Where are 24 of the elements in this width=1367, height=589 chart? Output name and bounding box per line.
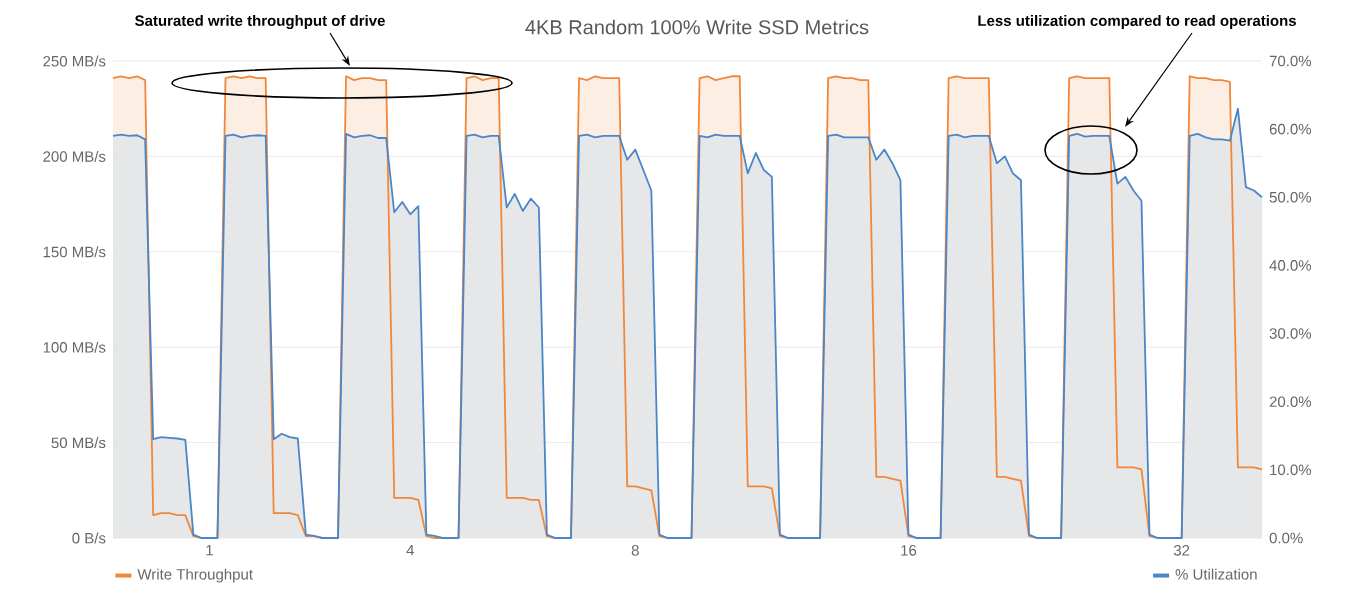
x-tick-label: 16 [901, 545, 917, 556]
y2-tick-label: 70.0% [1269, 55, 1312, 67]
y-tick-label: 50 MB/s [51, 437, 106, 449]
y2-tick-label: 10.0% [1270, 464, 1312, 476]
y2-tick-label: 40.0% [1269, 260, 1312, 271]
y-tick-label: 250 MB/s [43, 55, 106, 67]
y-tick-label: 0 B/s [72, 532, 106, 544]
y2-tick-label: 20.0% [1269, 396, 1312, 408]
chart-title: 4KB Random 100% Write SSD Metrics [525, 19, 869, 35]
legend-label: Write Throughput [137, 568, 253, 583]
y-tick-label: 150 MB/s [43, 246, 106, 258]
legend-label: % Utilization [1175, 568, 1257, 580]
text: Less utilization compared to read operations [978, 15, 1296, 29]
y2-tick-label: 0.0% [1269, 532, 1303, 544]
x-tick-label: 8 [631, 545, 639, 556]
y-tick-label: 200 MB/s [43, 150, 106, 162]
y2-tick-label: 30.0% [1269, 328, 1312, 339]
y-tick-label: 100 MB/s [43, 341, 106, 353]
x-tick-label: 32 [1173, 545, 1190, 556]
x-tick-label: 4 [406, 545, 415, 556]
y2-tick-label: 50.0% [1269, 191, 1312, 203]
y2-tick-label: 60.0% [1269, 123, 1312, 135]
x-tick-label: 1 [206, 545, 213, 556]
text: Saturated write throughput of drive [135, 14, 385, 30]
